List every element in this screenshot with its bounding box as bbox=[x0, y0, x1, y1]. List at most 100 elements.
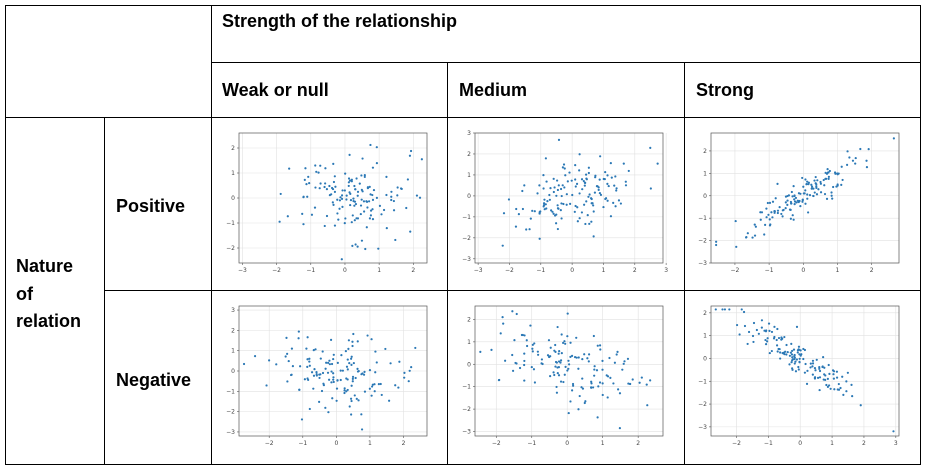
scatter-point bbox=[322, 384, 325, 387]
x-tick-label: 3 bbox=[664, 267, 668, 274]
scatter-point bbox=[804, 178, 807, 181]
scatter-point bbox=[380, 393, 383, 397]
scatter-point bbox=[583, 401, 586, 405]
scatter-point bbox=[649, 146, 652, 149]
scatter-point bbox=[801, 199, 804, 202]
scatter-point bbox=[823, 366, 826, 369]
scatter-point bbox=[502, 212, 506, 215]
scatter-point bbox=[546, 354, 550, 357]
scatter-point bbox=[531, 350, 534, 353]
scatter-point bbox=[373, 383, 376, 386]
scatter-point bbox=[781, 215, 784, 218]
scatter-point bbox=[301, 212, 304, 215]
scatter-point bbox=[359, 212, 362, 216]
scatter-point bbox=[892, 430, 895, 433]
scatter-point bbox=[511, 353, 514, 357]
scatter-point bbox=[310, 371, 314, 374]
scatter-point bbox=[601, 359, 604, 363]
scatter-point bbox=[305, 347, 308, 350]
scatter-point bbox=[349, 199, 353, 202]
y-tick-label: 3 bbox=[231, 307, 235, 314]
scatter-point bbox=[627, 169, 630, 173]
scatter-point bbox=[802, 192, 805, 195]
scatter-point bbox=[307, 175, 310, 178]
scatter-point bbox=[351, 214, 354, 217]
x-tick-label: −1 bbox=[298, 440, 307, 447]
scatter-point bbox=[306, 195, 309, 198]
x-tick-label: 0 bbox=[334, 440, 338, 447]
scatter-point bbox=[306, 358, 309, 361]
scatter-point bbox=[408, 154, 412, 157]
border-corner-top bbox=[5, 5, 211, 6]
scatter-point bbox=[313, 368, 316, 371]
scatter-point bbox=[593, 374, 596, 377]
scatter-point bbox=[793, 194, 796, 198]
x-tick-label: 2 bbox=[636, 440, 640, 447]
scatter-point bbox=[819, 182, 822, 185]
scatter-point bbox=[806, 369, 809, 372]
scatter-point bbox=[371, 166, 375, 169]
y-tick-label: 1 bbox=[703, 333, 707, 340]
scatter-point bbox=[622, 162, 625, 165]
scatter-point bbox=[791, 214, 794, 217]
scatter-point bbox=[607, 184, 610, 188]
scatter-point bbox=[791, 359, 794, 362]
scatter-point bbox=[588, 193, 591, 196]
scatter-point bbox=[773, 325, 776, 328]
scatter-point bbox=[845, 390, 848, 393]
plot-frame bbox=[710, 132, 900, 264]
scatter-point bbox=[351, 377, 354, 380]
scatter-point bbox=[330, 186, 334, 190]
scatter-point bbox=[613, 361, 617, 364]
scatter-point bbox=[361, 190, 364, 193]
x-tick-label: −1 bbox=[306, 267, 315, 274]
scatter-point bbox=[578, 394, 581, 398]
scatter-point bbox=[537, 353, 540, 356]
scatter-point bbox=[587, 195, 590, 198]
scatter-point bbox=[779, 357, 782, 360]
scatter-point bbox=[351, 344, 354, 348]
scatter-point bbox=[564, 174, 567, 177]
scatter-point bbox=[371, 383, 374, 386]
scatter-point bbox=[324, 167, 327, 170]
scatter-point bbox=[592, 235, 595, 238]
scatter-point bbox=[346, 388, 349, 392]
scatter-point bbox=[598, 381, 602, 384]
scatter-point bbox=[332, 380, 335, 384]
scatter-point bbox=[339, 196, 342, 199]
scatter-point bbox=[801, 176, 804, 180]
scatter-negative-weak: −2 −1 0 1 2 −3 −2 −1 0 1 2 3 bbox=[221, 300, 433, 450]
scatter-point bbox=[586, 357, 589, 360]
scatter-svg: −2 −1 0 1 2 3 −3 −2 −1 0 1 2 bbox=[698, 305, 900, 447]
scatter-point bbox=[265, 384, 268, 387]
scatter-point bbox=[390, 198, 393, 202]
scatter-point bbox=[343, 389, 346, 392]
scatter-point bbox=[346, 358, 349, 361]
row-label-positive: Positive bbox=[116, 196, 186, 216]
scatter-point bbox=[312, 349, 315, 352]
scatter-point bbox=[830, 194, 833, 197]
scatter-point bbox=[356, 190, 360, 193]
scatter-point bbox=[350, 221, 353, 224]
scatter-point bbox=[629, 382, 632, 386]
scatter-point bbox=[598, 344, 602, 347]
scatter-point bbox=[759, 218, 762, 221]
scatter-point bbox=[599, 155, 602, 158]
scatter-point bbox=[284, 355, 287, 358]
scatter-point bbox=[823, 192, 827, 196]
scatter-point bbox=[775, 344, 779, 347]
scatter-point bbox=[323, 185, 326, 189]
scatter-point bbox=[345, 194, 348, 197]
scatter-point bbox=[836, 388, 839, 391]
scatter-point bbox=[362, 200, 366, 203]
scatter-point bbox=[339, 378, 342, 382]
scatter-point bbox=[336, 212, 339, 215]
scatter-point bbox=[801, 200, 804, 203]
scatter-point bbox=[552, 371, 555, 374]
scatter-point bbox=[788, 208, 792, 211]
scatter-point bbox=[779, 351, 782, 354]
scatter-point bbox=[760, 319, 764, 322]
scatter-point bbox=[834, 172, 837, 175]
scatter-point bbox=[571, 389, 574, 392]
